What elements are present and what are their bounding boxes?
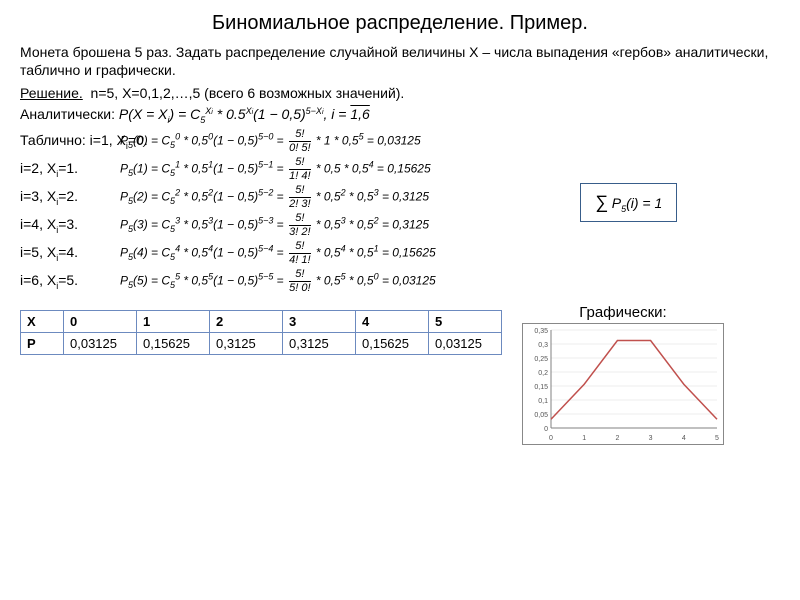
solution-text: n=5, X=0,1,2,…,5 (всего 6 возможных знач… bbox=[91, 85, 405, 101]
svg-text:0: 0 bbox=[549, 435, 553, 442]
table-header-3: 3 bbox=[283, 310, 356, 332]
svg-text:1: 1 bbox=[582, 435, 586, 442]
sum-tail: (i) = 1 bbox=[626, 195, 662, 211]
table-cell-6: 0,03125 bbox=[429, 332, 502, 354]
table-cell-4: 0,3125 bbox=[283, 332, 356, 354]
svg-text:0,35: 0,35 bbox=[534, 328, 548, 335]
table-header-1: 1 bbox=[137, 310, 210, 332]
row-0: Таблично: i=1, Xi=0. P5(0) = C50 * 0,50(… bbox=[20, 128, 780, 156]
table-row-label: P bbox=[21, 332, 64, 354]
svg-text:0,15: 0,15 bbox=[534, 384, 548, 391]
svg-text:0,3: 0,3 bbox=[538, 342, 548, 349]
svg-text:3: 3 bbox=[649, 435, 653, 442]
solution-label: Решение. bbox=[20, 85, 83, 101]
svg-text:0,05: 0,05 bbox=[534, 412, 548, 419]
svg-text:2: 2 bbox=[615, 435, 619, 442]
row-4: i=5, Xi=4.P5(4) = C54 * 0,54(1 − 0,5)5−4… bbox=[20, 240, 780, 268]
math-rows: Таблично: i=1, Xi=0. P5(0) = C50 * 0,50(… bbox=[20, 128, 780, 296]
table-header-2: 2 bbox=[210, 310, 283, 332]
distribution-table: X012345 P0,031250,156250,31250,31250,156… bbox=[20, 310, 502, 355]
row-1: i=2, Xi=1.P5(1) = C51 * 0,51(1 − 0,5)5−1… bbox=[20, 156, 780, 184]
table-header-x: X bbox=[21, 310, 64, 332]
row-5: i=6, Xi=5.P5(5) = C55 * 0,55(1 − 0,5)5−5… bbox=[20, 268, 780, 296]
svg-text:0,25: 0,25 bbox=[534, 356, 548, 363]
distribution-chart: 0 0,05 0,1 0,15 0,2 0,25 0,3 0,35 0 1 2 3 4 5 bbox=[522, 323, 724, 445]
table-header-5: 5 bbox=[429, 310, 502, 332]
table-intro: Таблично: i=1, X bbox=[20, 132, 126, 148]
svg-text:0,2: 0,2 bbox=[538, 370, 548, 377]
analytic-label: Аналитически: bbox=[20, 106, 115, 122]
svg-text:0,1: 0,1 bbox=[538, 398, 548, 405]
table-cell-1: 0,03125 bbox=[64, 332, 137, 354]
chart-title: Графически: bbox=[522, 304, 724, 321]
table-cell-3: 0,3125 bbox=[210, 332, 283, 354]
sum-box: ∑ P5(i) = 1 bbox=[580, 183, 677, 223]
problem-statement: Монета брошена 5 раз. Задать распределен… bbox=[20, 43, 780, 79]
analytic-formula: P(X = Xi) = C5Xi * 0.5Xi(1 − 0,5)5−Xi, i… bbox=[119, 106, 370, 122]
svg-text:4: 4 bbox=[682, 435, 686, 442]
table-header-4: 4 bbox=[356, 310, 429, 332]
svg-text:0: 0 bbox=[544, 426, 548, 433]
r0-p: P bbox=[120, 134, 128, 148]
table-cell-5: 0,15625 bbox=[356, 332, 429, 354]
table-header-0: 0 bbox=[64, 310, 137, 332]
svg-text:5: 5 bbox=[715, 435, 719, 442]
page-title: Биномиальное распределение. Пример. bbox=[20, 12, 780, 35]
table-cell-2: 0,15625 bbox=[137, 332, 210, 354]
analytic-line: Аналитически: P(X = Xi) = C5Xi * 0.5Xi(1… bbox=[20, 104, 780, 127]
solution-line: Решение. n=5, X=0,1,2,…,5 (всего 6 возмо… bbox=[20, 83, 780, 104]
